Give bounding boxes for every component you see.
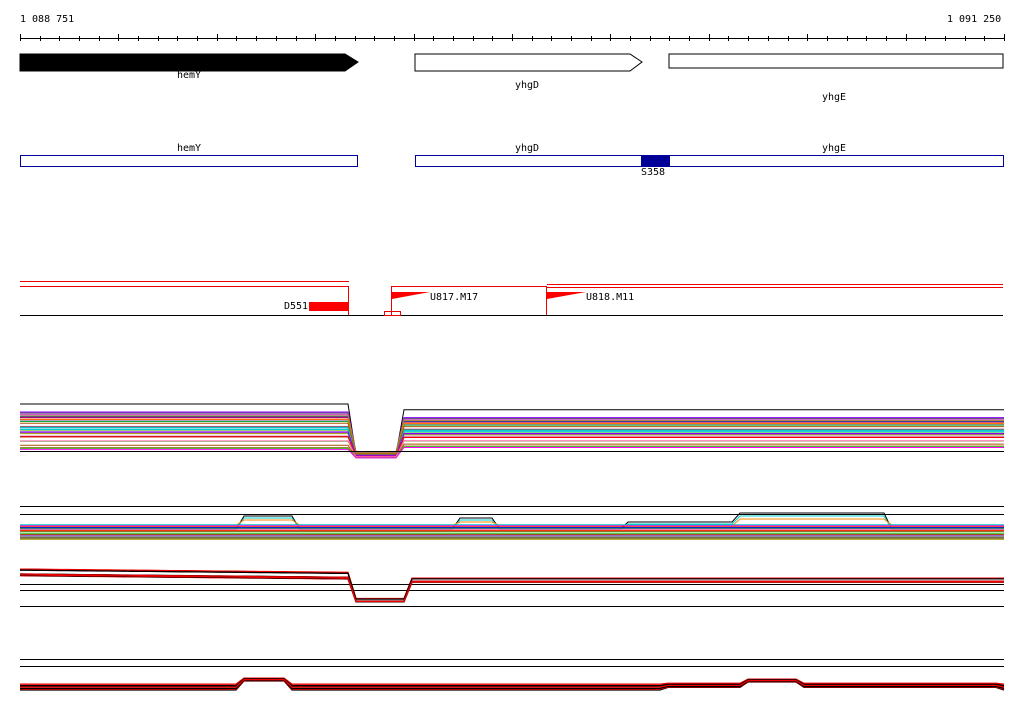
trace-line	[20, 403, 1004, 456]
trace-line	[20, 422, 1004, 455]
trace-line	[19, 575, 1004, 603]
gene-label-hemY: hemY	[177, 70, 202, 81]
feature-label-U817.M17: U817.M17	[430, 292, 479, 303]
trace-line	[20, 417, 1004, 454]
feature-track	[20, 281, 1003, 316]
coordinate-ruler	[20, 34, 1005, 41]
trace-line	[20, 415, 1004, 454]
trace-line	[20, 569, 1004, 600]
trace-line	[20, 677, 1005, 685]
trace-line	[20, 431, 1004, 456]
site-marker-S358[interactable]	[641, 155, 670, 167]
trace-line	[20, 426, 1004, 455]
feature-flag-U818.M11[interactable]	[547, 292, 586, 299]
gene-track	[19, 53, 1004, 72]
trace-line	[20, 416, 1004, 454]
cds-track	[20, 155, 1004, 167]
ruler-end-label: 1 091 250	[947, 14, 1002, 25]
trace-line	[20, 679, 1005, 690]
site-label: S358	[641, 167, 666, 178]
trace-line	[20, 447, 1004, 459]
trace-line	[20, 433, 1004, 456]
gene-label-yhgE: yhgE	[822, 92, 847, 103]
cds-box-yhgD-yhgE[interactable]	[415, 155, 1004, 167]
trace-line	[20, 411, 1004, 453]
gene-label-yhgD: yhgD	[515, 80, 540, 91]
cds-label-yhgE: yhgE	[822, 143, 847, 154]
trace-line	[20, 414, 1004, 454]
trace-line	[20, 446, 1004, 459]
feature-label-D551: D551	[284, 301, 309, 312]
trace-line	[20, 678, 1005, 687]
multi-trace-block-2	[20, 506, 1004, 540]
trace-line	[20, 440, 1004, 458]
ruler-start-label: 1 088 751	[20, 14, 75, 25]
trace-line	[19, 574, 1004, 603]
cds-label-hemY: hemY	[177, 143, 202, 154]
feature-D551[interactable]	[309, 302, 349, 311]
trace-line	[20, 420, 1004, 455]
trace-line	[20, 418, 1004, 454]
gene-arrow-yhgE[interactable]	[668, 53, 1004, 69]
trace-line	[20, 429, 1004, 456]
gene-arrow-hemY[interactable]	[19, 53, 359, 72]
feature-small-marker[interactable]	[384, 311, 401, 316]
trace-line	[20, 412, 1004, 453]
cds-label-yhgD: yhgD	[515, 143, 540, 154]
feature-label-U818.M11: U818.M11	[586, 292, 635, 303]
trace-line	[20, 427, 1004, 456]
trace-line	[20, 568, 1004, 600]
multi-trace-block-1	[20, 403, 1004, 459]
trace-line	[20, 443, 1004, 458]
trace-line	[20, 436, 1004, 457]
feature-flag-U817.M17[interactable]	[392, 292, 430, 299]
trace-line	[20, 678, 1005, 688]
red-black-trace-block-2	[20, 659, 1005, 691]
gene-arrow-yhgD[interactable]	[414, 53, 643, 72]
cds-box-hemY[interactable]	[20, 155, 358, 167]
red-black-trace-block-1	[19, 568, 1004, 607]
